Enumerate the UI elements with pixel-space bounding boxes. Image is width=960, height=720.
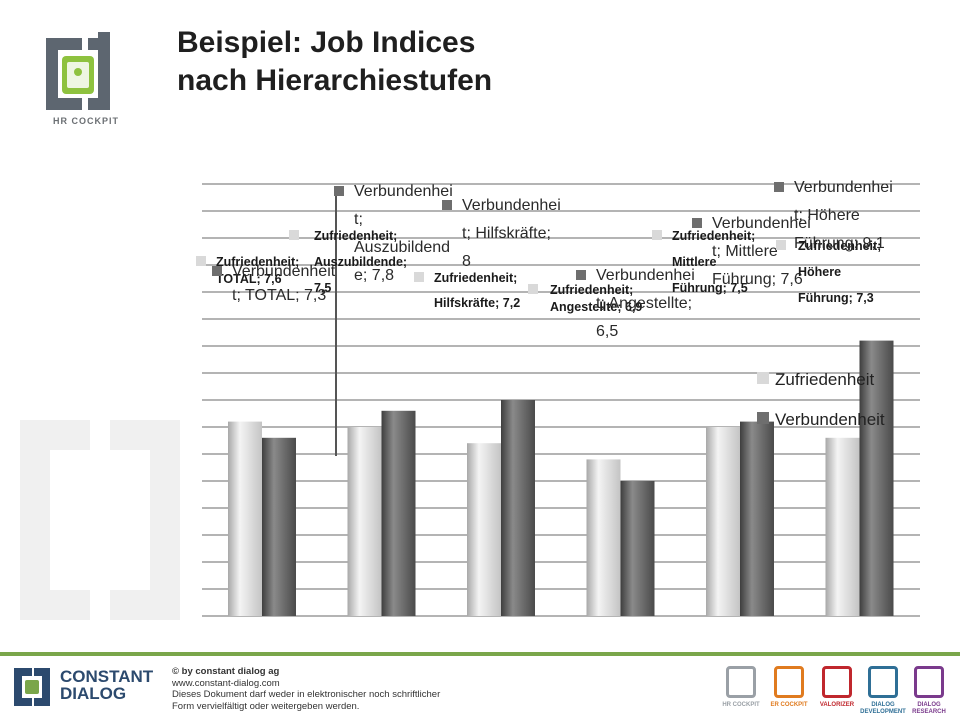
data-label: Verbundenhei	[596, 267, 695, 284]
chart-grid	[202, 183, 920, 617]
hr-cockpit-brand-icon	[726, 666, 756, 698]
data-label: t;	[354, 211, 363, 228]
website-link[interactable]: www.constant-dialog.com	[172, 677, 280, 689]
chart-legend: Zufriedenheit Verbundenheit	[757, 370, 885, 429]
data-label-key-icon	[196, 256, 206, 266]
data-label-key-icon	[576, 270, 586, 280]
page-title-line-2: nach Hierarchiestufen	[177, 64, 493, 97]
valorizer-brand-icon	[822, 666, 852, 698]
data-label-key-icon	[334, 186, 344, 196]
watermark-logo-icon	[20, 420, 180, 620]
hr-cockpit-logo-label: HR COCKPIT	[53, 116, 119, 126]
data-label: t; TOTAL; 7,3	[232, 287, 326, 304]
footer: CONSTANT DIALOG © by constant dialog ag …	[0, 656, 960, 720]
data-label: Zufriedenheit;	[216, 255, 299, 269]
bar-zufriedenheit-2	[467, 443, 501, 616]
dialog-development-brand-icon	[868, 666, 898, 698]
legend-swatch-verbundenheit	[757, 412, 769, 424]
data-label: t; Hilfskräfte;	[462, 225, 551, 242]
brand-label: HR COCKPIT	[722, 702, 760, 708]
data-label: Zufriedenheit;	[314, 229, 397, 243]
data-label: t; Angestellte;	[596, 295, 692, 312]
bar-verbundenheit-4	[740, 421, 774, 616]
data-label: Mittlere	[672, 255, 717, 269]
data-label: Zufriedenheit;	[798, 239, 881, 253]
footer-accent-bar	[0, 652, 960, 656]
company-name-line-2: DIALOG	[60, 684, 127, 703]
data-label: Hilfskräfte; 7,2	[434, 296, 520, 310]
data-label: Zufriedenheit;	[672, 229, 755, 243]
data-label: e; 7,8	[354, 267, 394, 284]
data-label: Verbundenhei	[462, 197, 561, 214]
data-label: 6,5	[596, 323, 618, 340]
bar-verbundenheit-1	[381, 410, 416, 616]
bar-zufriedenheit-4	[706, 427, 740, 616]
data-label: t; Mittlere	[712, 243, 778, 260]
brand-label: VALORIZER	[819, 702, 855, 708]
legend-label-zufriedenheit: Zufriedenheit	[775, 370, 875, 389]
data-label: Verbundenheit	[232, 263, 336, 280]
company-name-line-1: CONSTANT	[60, 667, 154, 686]
brand-icons: HR COCKPIT ER COCKPIT VALORIZER DIALOG D…	[718, 662, 954, 718]
data-label-key-icon	[289, 230, 299, 240]
data-label: Verbundenhei	[354, 183, 453, 200]
data-label: Zufriedenheit;	[550, 283, 633, 297]
data-label: Auszubildende;	[314, 255, 407, 269]
data-label: Führung; 7,6	[712, 271, 803, 288]
data-label: Verbundenhei	[794, 179, 893, 196]
bar-verbundenheit-5	[859, 340, 894, 616]
brand-label: DIALOG RESEARCH	[912, 702, 946, 715]
brand-label: ER COCKPIT	[770, 702, 808, 708]
data-label: 8	[462, 253, 471, 270]
page-title-line-1: Beispiel: Job Indices	[177, 26, 476, 59]
legend-label-verbundenheit: Verbundenheit	[775, 410, 885, 429]
copyright-line: Form vervielfältigt oder weitergeben wer…	[172, 700, 360, 712]
data-label: Führung; 9,1	[794, 235, 885, 252]
copyright-line: Dieses Dokument darf weder in elektronis…	[172, 689, 441, 700]
brand-label: DIALOG DEVELOPMENT	[860, 702, 906, 715]
data-label-key-icon	[774, 182, 784, 192]
data-label: t; Höhere	[794, 207, 860, 224]
bar-chart: Zufriedenheit;TOTAL; 7,6Verbundenheitt; …	[196, 179, 920, 617]
data-label-key-icon	[776, 240, 786, 250]
data-label: Verbundenhei	[712, 215, 811, 232]
data-label: Führung; 7,3	[798, 291, 874, 305]
bar-zufriedenheit-5	[825, 437, 860, 616]
copyright-notice: © by constant dialog ag www.constant-dia…	[172, 666, 440, 712]
data-label: 7,5	[314, 281, 331, 295]
company-name: CONSTANT DIALOG	[60, 668, 153, 702]
data-label-key-icon	[652, 230, 662, 240]
hr-cockpit-logo-icon	[46, 30, 110, 110]
bar-verbundenheit-3	[620, 481, 655, 616]
data-label: TOTAL; 7,6	[216, 272, 282, 286]
data-label-key-icon	[212, 266, 222, 276]
hr-cockpit-logo	[36, 30, 136, 142]
data-label-key-icon	[528, 284, 538, 294]
data-label-key-icon	[692, 218, 702, 228]
bar-verbundenheit-0	[262, 437, 296, 616]
bar-zufriedenheit-3	[586, 459, 621, 616]
chart-bars	[228, 192, 894, 616]
data-label: Führung; 7,5	[672, 281, 748, 295]
data-label: Auszubildend	[354, 239, 450, 256]
copyright-line: © by constant dialog ag	[172, 666, 280, 677]
data-label: Angestellte; 6,9	[550, 300, 642, 314]
bar-verbundenheit-2	[501, 400, 535, 616]
data-label: Höhere	[798, 265, 841, 279]
constant-dialog-logo-icon	[14, 668, 50, 706]
legend-swatch-zufriedenheit	[757, 372, 769, 384]
data-label-key-icon	[414, 272, 424, 282]
er-cockpit-brand-icon	[774, 666, 804, 698]
data-label-key-icon	[442, 200, 452, 210]
bar-zufriedenheit-0	[228, 421, 262, 616]
dialog-research-brand-icon	[914, 666, 944, 698]
page-title: Beispiel: Job Indices nach Hierarchiestu…	[177, 24, 492, 100]
bar-zufriedenheit-1	[347, 427, 382, 616]
data-label: Zufriedenheit;	[434, 271, 517, 285]
